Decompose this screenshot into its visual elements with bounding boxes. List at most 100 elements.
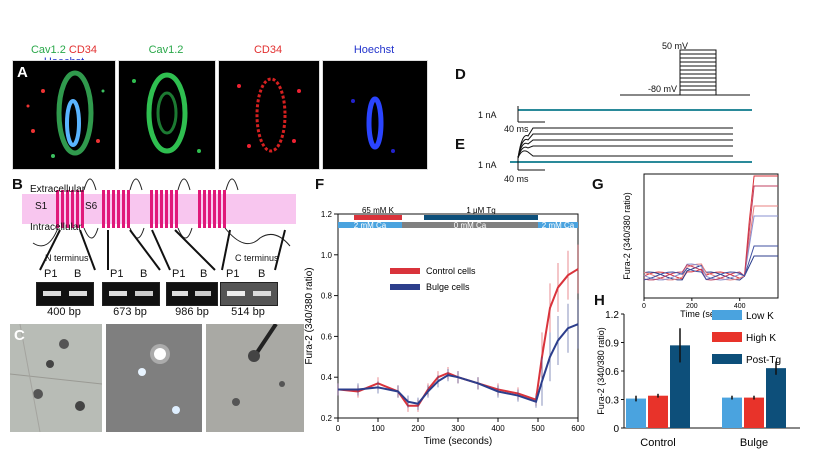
extracellular-label: Extracellular	[30, 184, 86, 195]
d-top-voltage: 50 mV	[662, 41, 689, 51]
micrograph-hoechst	[322, 60, 428, 170]
h-ytick-label: 0.3	[605, 396, 619, 407]
panel-label-d: D	[455, 66, 466, 83]
h-legend-swatch-0	[712, 310, 742, 320]
g-trace-5	[643, 245, 778, 281]
f-ytick-label: 1.0	[321, 251, 333, 260]
d-scale-current: 1 nA	[478, 110, 497, 120]
h-category-label-1: Bulge	[740, 437, 768, 449]
f-xtick-label: 500	[531, 424, 545, 433]
panel-label-e: E	[455, 136, 466, 153]
lane-p1-2: P1	[110, 268, 124, 280]
lane-b-2: B	[140, 268, 148, 280]
e-scale-current: 1 nA	[478, 160, 497, 170]
f-ylabel: Fura-2 (340/380 ratio)	[304, 267, 315, 364]
s1-label: S1	[35, 201, 48, 212]
f-xtick-label: 600	[571, 424, 585, 433]
g-trace-1	[643, 255, 778, 281]
f-legend-label-0: Control cells	[426, 266, 476, 276]
g-trace-2	[643, 205, 778, 281]
g-xtick-label: 0	[642, 303, 646, 310]
panel-label-f: F	[315, 176, 325, 193]
channel-topology-diagram	[22, 178, 296, 271]
h-ytick-label: 0.9	[605, 339, 619, 350]
h-bar-0-1	[648, 395, 668, 428]
merge-label-cd34: CD34	[68, 44, 98, 56]
micrograph-cav12	[118, 60, 216, 170]
f-bar-tg-label: 1 μM Tg	[466, 206, 495, 215]
f-ytick-label: 0.2	[321, 414, 333, 423]
f-ytick-label: 0.8	[321, 292, 333, 301]
f-bar-ca-4	[538, 222, 578, 228]
g-ylabel: Fura-2 (340/380 ratio)	[622, 192, 632, 280]
bp-label-3: 986 bp	[175, 306, 209, 318]
lane-b-3: B	[200, 268, 208, 280]
gel-band-986	[166, 282, 218, 306]
f-bar-ca-label-3: 0 mM Ca	[454, 221, 487, 230]
panel-label-c: C	[14, 327, 25, 344]
h-ytick-label: 0	[613, 424, 619, 435]
e-scale-time: 40 ms	[504, 174, 529, 184]
panel-label-g: G	[592, 176, 604, 193]
f-bar-65mmk-label: 65 mM K	[362, 206, 395, 215]
d-hold-voltage: -80 mV	[648, 84, 678, 94]
g-trace-3	[643, 215, 778, 281]
micrograph-cd34	[218, 60, 320, 170]
f-series-line-1	[338, 323, 579, 405]
h-category-label-0: Control	[640, 437, 675, 449]
h-legend-swatch-2	[712, 354, 742, 364]
micrograph-merge: A	[12, 60, 116, 170]
f-xtick-label: 300	[451, 424, 465, 433]
g-plot-frame	[643, 173, 779, 299]
lane-p1-4: P1	[226, 268, 240, 280]
lane-p1-3: P1	[172, 268, 186, 280]
g-xtick-label: 400	[734, 303, 746, 310]
f-ytick-label: 1.2	[321, 210, 333, 219]
f-xlabel: Time (seconds)	[424, 436, 493, 447]
intracellular-label: Intracellular	[30, 222, 82, 233]
f-bar-ca-2	[338, 222, 402, 228]
bp-label-4: 514 bp	[231, 306, 265, 318]
lane-b-1: B	[74, 268, 82, 280]
chart-h-bar-summary: 0 0.3 0.6 0.9 1.2 Fura-2 (340/380 ratio) Contr…	[596, 310, 800, 449]
channel-title-cd34: CD34	[253, 44, 283, 56]
f-bar-ca-3	[402, 222, 538, 228]
panel-label-h: H	[594, 292, 605, 309]
lane-b-4: B	[258, 268, 266, 280]
channel-title-hoechst: Hoechst	[353, 44, 395, 56]
f-xtick-label: 0	[336, 424, 341, 433]
h-legend-label-2: Post-Tg	[746, 355, 781, 366]
gel-band-514	[220, 282, 278, 306]
h-bar-0-2	[670, 345, 690, 428]
f-bar-65mmk	[354, 215, 402, 220]
h-legend-label-0: Low K	[746, 311, 774, 322]
n-terminus-label: N terminus	[45, 253, 89, 263]
c-terminus-label: C terminus	[235, 253, 279, 263]
f-bar-ca-label-2: 2 mM Ca	[354, 221, 387, 230]
g-xtick-label: 200	[686, 303, 698, 310]
h-ytick-label: 1.2	[605, 310, 619, 321]
bp-label-2: 673 bp	[113, 306, 147, 318]
h-bar-1-1	[744, 397, 764, 428]
f-bar-tg	[424, 215, 538, 220]
panel-label-a: A	[17, 64, 28, 81]
h-bar-1-0	[722, 397, 742, 428]
f-xtick-label: 200	[411, 424, 425, 433]
h-ylabel: Fura-2 (340/380 ratio)	[596, 327, 606, 415]
g-trace-0	[643, 175, 778, 280]
f-legend-swatch-0	[390, 268, 420, 274]
d-scale-time: 40 ms	[504, 124, 529, 134]
f-legend-swatch-1	[390, 284, 420, 290]
h-bar-0-0	[626, 398, 646, 428]
h-legend-label-1: High K	[746, 333, 776, 344]
g-trace-4	[643, 185, 778, 281]
photo-cells-brightfield: C	[10, 324, 102, 432]
f-ytick-label: 0.6	[321, 332, 333, 341]
chart-f-fura2-timecourse: 0.2 0.4 0.6 0.8 1.0 1.2 0 100 200 300 400 500 600 Tim…	[304, 206, 585, 447]
voltage-protocol-traces	[510, 49, 752, 171]
lane-p1-1: P1	[44, 268, 58, 280]
f-xtick-label: 400	[491, 424, 505, 433]
gel-band-400	[36, 282, 94, 306]
